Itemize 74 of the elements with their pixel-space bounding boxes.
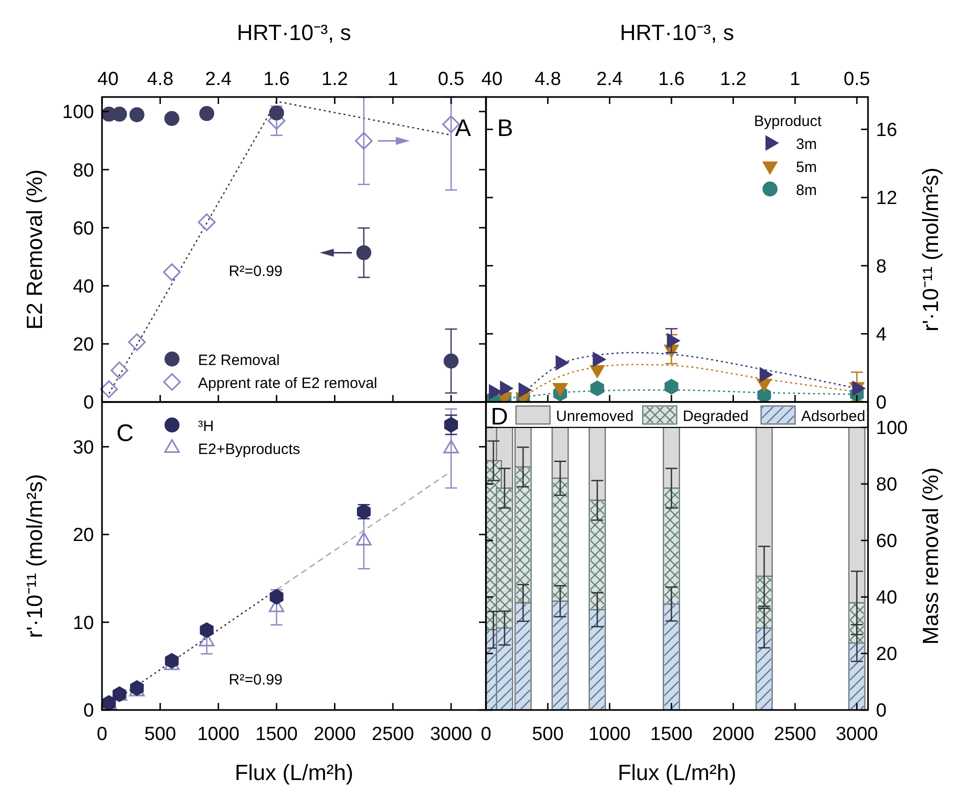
x-axis-title: Flux (L/m²h) [234,760,354,785]
y-tick-label: 0 [83,700,94,722]
x-tick-label: 1000 [197,724,240,745]
y-tick-label: 100 [62,102,94,124]
text: 1.6 [658,69,685,90]
y-tick-label: 40 [876,588,898,609]
text: 0.5 [438,69,464,90]
y-tick-label: 100 [876,418,908,440]
x-axis-title: Flux (L/m²h) [618,760,736,785]
legend-label: 8m [796,182,817,199]
x-tick-label: 1500 [650,724,693,745]
annotation: B [497,114,514,142]
y-axis-title: E2 Removal (%) [22,169,47,330]
y-tick-label: 20 [876,644,898,666]
x-tick-label: 2500 [372,724,414,745]
x-tick-label: 500 [144,724,176,745]
legend-label: E2 Removal [198,352,280,369]
x-tick-label: 3000 [836,724,878,745]
legend-label: ³H [198,418,214,435]
x-tick-label: 2000 [712,724,754,745]
y-tick-label: 20 [72,525,94,546]
y-axis-title: r'·10⁻¹¹ (mol/m²s) [22,474,47,638]
text: 1.2 [720,69,746,90]
y-tick-label: 80 [72,160,94,182]
legend-label: Adsorbed [801,408,866,425]
y-tick-label: 4 [876,324,887,346]
text: 1.6 [263,69,290,90]
x-tick-label: 3000 [430,724,472,745]
x-tick-label: 1500 [255,724,298,745]
x-tick-label: 2500 [774,724,816,745]
x-tick-label: 500 [532,724,564,745]
y-tick-label: 20 [72,334,94,356]
text: 1 [790,69,800,90]
x2-axis-title: HRT·10⁻³, s [620,20,734,45]
x-tick-label: 0 [96,724,108,745]
legend-label: 3m [796,136,817,153]
annotation: R²=0.99 [228,671,283,688]
x-tick-label: 1000 [588,724,631,745]
y-tick-label: 10 [72,612,94,634]
legend-label: 5m [796,159,817,176]
legend-label: Apprent rate of E2 removal [198,375,378,392]
legend-label: Degraded [682,408,749,425]
text: 4.8 [534,69,562,90]
text: 40 [481,69,503,90]
y-tick-label: 0 [876,700,887,722]
y-tick-label: 8 [876,256,887,278]
text: 4.8 [146,69,174,90]
x-tick-label: 0 [480,724,492,745]
y-axis-title: r'·10⁻¹¹ (mol/m²s) [918,168,943,332]
y-tick-label: 80 [876,474,898,496]
text: 2.4 [205,69,232,90]
legend-title: Byproduct [754,113,822,130]
y-tick-label: 30 [72,437,94,458]
annotation: A [454,114,471,142]
annotation: D [490,403,508,430]
text: 1 [388,69,398,90]
legend-label: E2+Byproducts [198,441,300,458]
y-tick-label: 12 [876,188,898,210]
text: 40 [97,69,119,90]
y-tick-label: 0 [876,392,887,414]
annotation: C [116,420,134,448]
x-tick-label: 2000 [314,724,356,745]
y-tick-label: 40 [72,276,94,298]
y-tick-label: 16 [876,120,898,142]
y-tick-label: 0 [83,392,94,414]
x2-axis-title: HRT·10⁻³, s [236,20,352,45]
annotation: R²=0.99 [228,263,283,280]
legend-label: Unremoved [556,408,634,425]
text: 0.5 [844,69,870,90]
y-axis-title: Mass removal (%) [918,467,943,645]
text: 1.2 [322,69,348,90]
y-tick-label: 60 [876,531,898,552]
text: 2.4 [596,69,624,90]
y-tick-label: 60 [72,218,94,240]
